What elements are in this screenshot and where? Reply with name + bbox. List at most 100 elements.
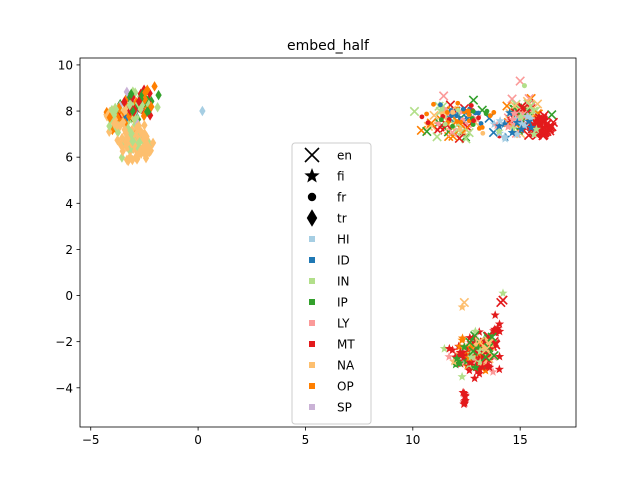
data-point-circle-mt [419, 114, 425, 120]
data-point-diamond-na [114, 134, 121, 146]
data-point-star-in [470, 326, 480, 336]
legend-label: SP [337, 401, 352, 415]
data-point-circle-op [479, 125, 485, 130]
data-point-circle-op [465, 108, 471, 114]
data-point-x-ip [469, 331, 480, 341]
data-point-circle-id [460, 106, 466, 112]
data-point-star-in [457, 371, 467, 381]
y-tick-label: −4 [55, 381, 73, 395]
data-point-star-id [499, 119, 510, 128]
legend-label: HI [337, 233, 350, 247]
legend-marker-na [309, 362, 315, 368]
data-point-star-ly [510, 108, 520, 118]
y-tick-label: −2 [55, 335, 73, 349]
data-point-star-in [466, 352, 476, 362]
data-point-circle-ip [484, 108, 490, 114]
legend-item-op: OP [309, 380, 354, 394]
legend-item-fr: fr [307, 191, 346, 205]
data-point-star-ly [508, 114, 518, 124]
data-point-star-mt [475, 364, 485, 374]
data-point-star-ly [444, 351, 454, 361]
data-point-x-na [532, 99, 543, 109]
data-point-circle-id [454, 113, 459, 119]
data-point-star-mt [494, 364, 504, 374]
data-point-x-ip [487, 332, 497, 342]
data-point-star-mt [465, 332, 475, 342]
data-point-diamond-in [154, 102, 161, 113]
data-point-diamond-in [128, 128, 135, 139]
data-point-diamond-na [125, 155, 132, 167]
axes-frame [79, 57, 577, 428]
data-point-star-in [498, 288, 508, 298]
data-point-diamond-na [131, 140, 138, 151]
data-point-x-mt [539, 127, 549, 138]
data-point-star-mt [477, 362, 488, 372]
data-point-star-in [529, 129, 539, 139]
data-point-circle-op [458, 119, 464, 125]
data-point-star-ip [453, 358, 463, 368]
data-point-x-ip [489, 350, 499, 361]
data-point-star-mt [459, 352, 469, 362]
legend-item-sp: SP [309, 401, 352, 415]
data-point-star-hi [489, 119, 499, 129]
data-point-star-ly [509, 119, 519, 129]
data-point-diamond-in [124, 116, 131, 128]
data-point-circle-id [476, 110, 481, 116]
data-point-x-na [481, 344, 491, 355]
data-point-star-mt [474, 368, 484, 378]
data-point-diamond-mt [121, 96, 128, 108]
data-point-diamond-op [106, 112, 113, 123]
data-point-diamond-op [141, 93, 149, 105]
data-point-x-na [429, 110, 439, 121]
y-tick-label: 0 [65, 289, 73, 303]
data-point-x-in [464, 127, 474, 138]
data-point-x-mt [496, 297, 506, 308]
legend-marker-fr [307, 192, 317, 202]
data-point-circle-op [491, 110, 497, 115]
data-point-diamond-mt [135, 96, 143, 107]
data-point-diamond-na [139, 142, 146, 154]
data-point-diamond-na [132, 130, 139, 141]
legend-label: IN [337, 275, 350, 289]
data-point-diamond-ip [144, 106, 151, 117]
data-point-star-hi [526, 114, 536, 123]
data-point-star-id [494, 121, 504, 130]
data-point-diamond-na [111, 118, 118, 129]
data-point-x-in [525, 101, 536, 111]
data-point-x-ly [447, 127, 458, 138]
data-point-circle-na [457, 127, 463, 132]
data-point-circle-ly [436, 121, 441, 127]
data-point-star-hi [512, 129, 522, 139]
data-point-diamond-na [149, 137, 157, 149]
data-point-x-id [488, 127, 499, 138]
legend-marker-id [309, 257, 315, 263]
data-point-diamond-in [112, 104, 120, 115]
points-layer [103, 76, 559, 409]
data-point-circle-op [454, 119, 460, 125]
data-point-circle-mt [471, 118, 477, 124]
data-point-star-mt [447, 345, 458, 355]
data-point-circle-in [521, 83, 527, 89]
legend-label: LY [337, 317, 350, 331]
legend-marker-en [304, 147, 320, 163]
data-point-diamond-in [136, 137, 143, 148]
data-point-x-mt [545, 126, 555, 136]
axes-layer: −5 0 5 10 15 −4 −2 0 2 4 6 8 10 [55, 57, 577, 447]
data-point-x-ly [507, 94, 517, 104]
data-point-x-ip [480, 352, 491, 362]
data-point-diamond-ip [137, 93, 144, 105]
data-point-circle-ip [470, 122, 476, 127]
data-point-star-hi [522, 111, 533, 121]
data-point-star-mt [458, 347, 468, 357]
data-point-diamond-na [103, 111, 111, 122]
data-point-diamond-op [144, 84, 151, 96]
x-tick-label: 5 [302, 433, 310, 447]
data-point-x-in [409, 106, 420, 117]
data-point-star-ly [482, 358, 492, 368]
data-point-circle-id [478, 121, 484, 126]
data-point-diamond-sp [123, 86, 130, 98]
data-point-diamond-op [115, 102, 123, 114]
legend-marker-in [309, 278, 315, 284]
data-point-diamond-id [122, 113, 130, 124]
y-tick-label: 6 [65, 151, 73, 165]
